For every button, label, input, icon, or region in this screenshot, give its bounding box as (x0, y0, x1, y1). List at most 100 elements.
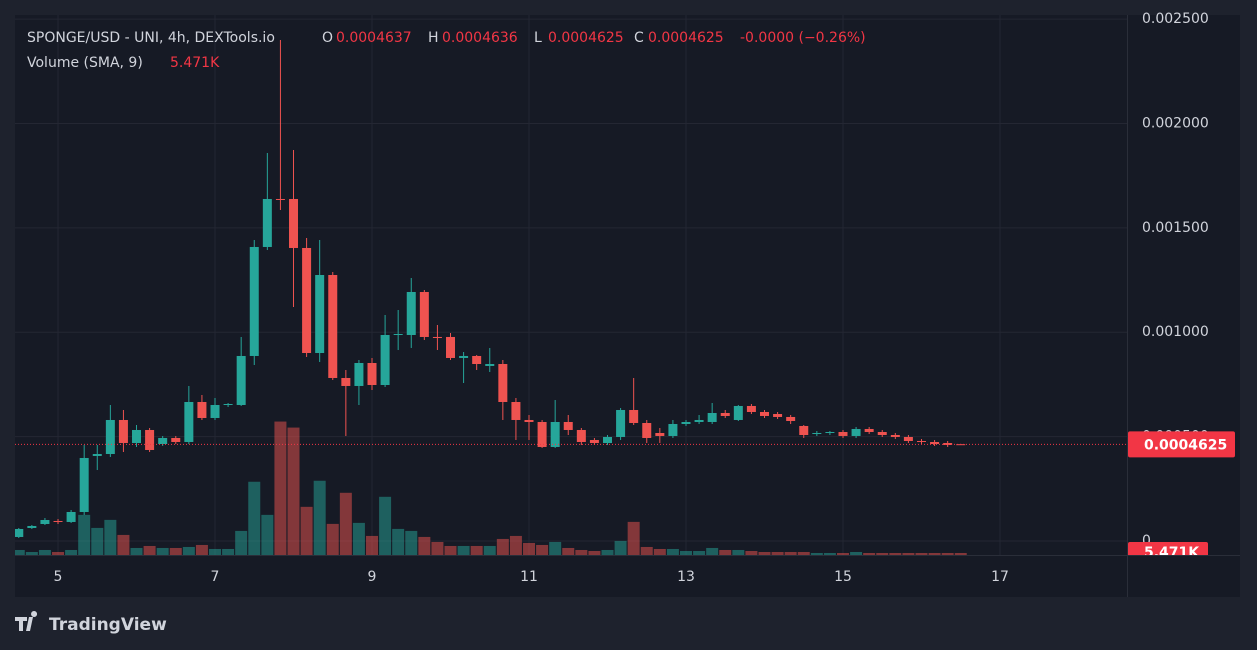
candle-body (406, 291, 416, 335)
volume-bar (483, 545, 496, 555)
volume-bar (614, 540, 627, 555)
candle-body (393, 333, 403, 335)
volume-sma-label: 5.471K (1144, 545, 1200, 561)
volume-bar (130, 547, 143, 555)
symbol: SPONGE/USD - UNI, 4h, DEXTools.io (27, 30, 275, 46)
candle-body (563, 421, 573, 430)
candle-body (171, 437, 181, 442)
candle-body (576, 429, 586, 442)
candle-body (773, 413, 783, 417)
legend-key: H (428, 30, 439, 46)
candle-body (903, 436, 913, 441)
y-tick-label: 0.002500 (1142, 11, 1209, 27)
candle-body (930, 441, 940, 444)
legend-value: 0.0004625 (648, 30, 724, 46)
x-tick-label: 9 (368, 569, 377, 585)
volume-bar (666, 548, 679, 555)
volume-title: Volume (SMA, 9) (27, 55, 143, 71)
y-tick-label: 0.001000 (1142, 324, 1209, 340)
legend: SPONGE/USD - UNI, 4h, DEXTools.io Volume… (27, 30, 866, 71)
candle-body (746, 405, 756, 412)
legend-key: L (534, 30, 542, 46)
volume-bar (352, 522, 365, 555)
candle-body (132, 429, 142, 443)
candle-body (864, 428, 874, 432)
candle-body (118, 419, 128, 443)
volume-bar (431, 541, 444, 555)
candle-body (799, 425, 809, 435)
volume-bar (117, 534, 130, 555)
volume-bar (706, 547, 719, 555)
candle-body (668, 423, 678, 436)
volume-bar (810, 552, 823, 555)
volume-bar (143, 545, 156, 555)
y-tick-label: 0 (1142, 533, 1151, 549)
volume-bar (470, 545, 483, 555)
candle-body (40, 519, 50, 524)
candle-body (498, 363, 508, 402)
volume-bar (601, 549, 614, 555)
brand-name: TradingView (49, 615, 167, 635)
plot (15, 15, 1127, 555)
candle-body (380, 335, 390, 385)
volume-bar (261, 514, 274, 555)
x-tick-label: 7 (211, 569, 220, 585)
volume-bar (339, 492, 352, 555)
candle-body (851, 428, 861, 436)
volume-bar (549, 541, 562, 555)
volume-bar (65, 549, 78, 555)
volume-bar (235, 530, 248, 555)
volume-bar (523, 542, 536, 555)
last-price-label: 0.0004625 (1144, 437, 1227, 453)
candle-body (79, 457, 89, 512)
volume-bar (248, 481, 261, 555)
candle-body (289, 198, 299, 248)
candle-body (53, 520, 63, 522)
volume-bar (52, 551, 65, 555)
candle-body (550, 421, 560, 447)
candle-body (66, 511, 76, 522)
candle-body (589, 439, 599, 443)
volume-bar (78, 514, 91, 555)
volume-bar (771, 551, 784, 555)
volume-bar (562, 547, 575, 555)
volume-bar (509, 535, 522, 555)
chart-background (15, 15, 1240, 597)
volume-bar (745, 550, 758, 555)
volume-bar (169, 547, 182, 555)
x-tick-label: 13 (677, 569, 695, 585)
candle-body (341, 377, 351, 386)
volume-bar (679, 550, 692, 555)
volume-bar (758, 551, 771, 555)
candle-body (419, 291, 429, 337)
candle-body (472, 355, 482, 364)
candle-body (236, 355, 246, 405)
volume-sma-badge (1128, 542, 1208, 555)
candle-body (759, 411, 769, 416)
volume-bar (836, 552, 849, 555)
volume-bar (38, 549, 51, 555)
candle-body (890, 435, 900, 437)
volume-bar (850, 551, 863, 555)
candle-body (92, 453, 102, 456)
candle-body (537, 421, 547, 447)
x-tick-label: 11 (520, 569, 538, 585)
candle-body (943, 442, 953, 445)
volume-bar (536, 544, 549, 555)
volume-bar (732, 549, 745, 555)
volume-bar (876, 552, 889, 555)
volume-bar (313, 480, 326, 555)
candle-body (459, 355, 469, 358)
y-tick-label: 0.001500 (1142, 220, 1209, 236)
brand: TradingView (15, 611, 167, 635)
candle-body (524, 419, 534, 422)
change: -0.0000 (−0.26%) (740, 30, 866, 46)
volume-bar (627, 521, 640, 555)
candle-body (616, 409, 626, 437)
candle-body (485, 363, 495, 366)
legend-key: O (322, 30, 333, 46)
volume-bar (104, 519, 117, 555)
volume-bar (588, 550, 601, 555)
volume-bar (575, 549, 588, 555)
